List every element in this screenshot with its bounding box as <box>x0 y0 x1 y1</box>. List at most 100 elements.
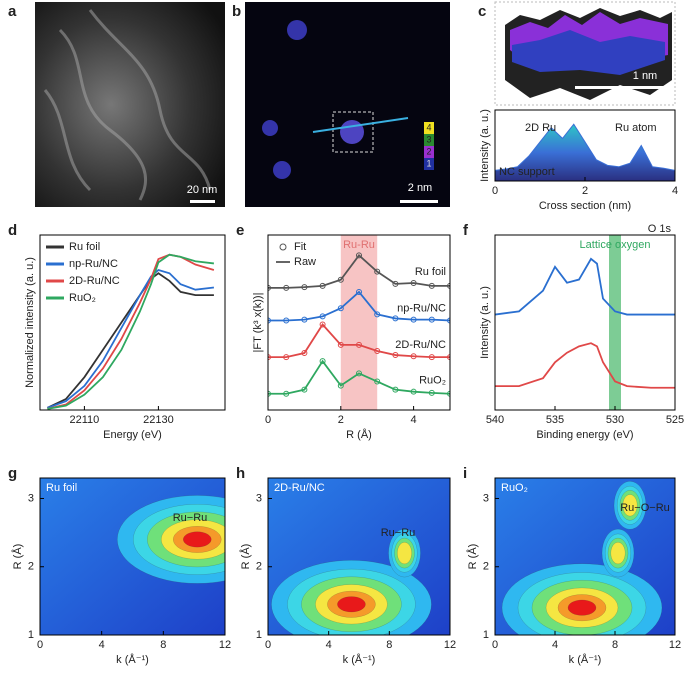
fit-marker <box>337 305 344 312</box>
x-tick-label: 8 <box>386 639 392 651</box>
plot-area <box>495 235 675 410</box>
frame <box>39 477 226 636</box>
peak <box>601 528 635 578</box>
y-tick-label: 2 <box>256 561 262 573</box>
annotation: Ru−O−Ru <box>620 502 670 514</box>
legend-label: RuO₂ <box>69 292 96 304</box>
y-axis-label: R (Å) <box>11 544 24 570</box>
fit-marker <box>410 316 417 323</box>
band <box>340 235 378 410</box>
y-tick-label: 3 <box>28 492 34 504</box>
fit-marker <box>428 354 435 361</box>
fit-marker <box>392 315 399 322</box>
y-tick-label: 1 <box>28 629 34 641</box>
panel-label: b <box>232 3 241 20</box>
x-axis-label: k (Å⁻¹) <box>569 653 602 666</box>
swatch <box>424 146 434 158</box>
chart-title: 2D-Ru/NC <box>274 482 325 494</box>
plot-area <box>47 253 215 410</box>
legend-label: 1 <box>426 158 431 168</box>
x-axis-label: Cross section (nm) <box>539 200 631 212</box>
fit-marker <box>410 388 417 395</box>
x-tick-label: 0 <box>492 185 498 197</box>
line <box>47 253 215 410</box>
cluster <box>287 20 307 40</box>
fit-marker <box>374 378 381 385</box>
frame <box>267 477 451 636</box>
peak <box>501 563 663 635</box>
scale-bar <box>575 86 665 89</box>
y-tick-label: 2 <box>483 561 489 573</box>
fit-marker <box>410 353 417 360</box>
swatch <box>424 158 434 170</box>
legend-label: Fit <box>294 241 306 253</box>
annotation: NC support <box>499 166 555 178</box>
x-tick-label: 22110 <box>70 414 100 426</box>
annotation: Ru−Ru <box>381 527 416 539</box>
x-tick-label: 535 <box>546 414 564 426</box>
fit-marker <box>301 284 308 291</box>
x-tick-label: 8 <box>612 639 618 651</box>
x-tick-label: 2 <box>338 414 344 426</box>
x-axis-label: Binding energy (eV) <box>536 429 633 441</box>
x-tick-label: 4 <box>411 414 417 426</box>
fit-marker <box>268 317 271 324</box>
panel-label: i <box>463 465 467 482</box>
frame <box>267 234 451 411</box>
line <box>495 342 675 389</box>
panel-label: e <box>236 222 244 239</box>
contour-level <box>610 542 626 565</box>
fit-marker <box>374 268 381 275</box>
scale-bar <box>190 200 215 203</box>
fit-marker <box>447 354 450 361</box>
cluster <box>340 120 364 144</box>
x-tick-label: 4 <box>99 639 105 651</box>
chart-title: Ru foil <box>46 482 77 494</box>
line <box>268 323 450 358</box>
panel-label: a <box>8 3 17 20</box>
fit-marker <box>301 350 308 357</box>
panel-label: h <box>236 465 245 482</box>
panel-label: c <box>478 3 486 20</box>
fit-marker <box>428 282 435 289</box>
fit-marker <box>447 390 450 397</box>
band <box>609 235 621 410</box>
x-tick-label: 12 <box>669 639 681 651</box>
selection-box <box>332 111 374 153</box>
x-axis-label: k (Å⁻¹) <box>343 653 376 666</box>
series-label: Ru foil <box>415 266 446 278</box>
y-axis-label: |FT (k³ x(k))| <box>252 293 264 353</box>
legend-label: Ru foil <box>69 241 100 253</box>
y-tick-label: 3 <box>483 492 489 504</box>
scale-label: 1 nm <box>633 70 657 82</box>
plot-area <box>40 478 225 635</box>
x-tick-label: 12 <box>444 639 456 651</box>
legend-label: Raw <box>294 256 316 268</box>
legend-swatch <box>279 243 287 251</box>
panel-a: 20 nm a <box>8 2 225 207</box>
peak <box>388 528 421 578</box>
fit-marker <box>374 347 381 354</box>
fit-marker <box>428 316 435 323</box>
fit-marker <box>356 252 362 259</box>
x-axis-label: R (Å) <box>346 428 372 441</box>
fit-marker <box>356 288 362 295</box>
x-tick-label: 4 <box>326 639 332 651</box>
y-axis-label: R (Å) <box>239 544 252 570</box>
fit-marker <box>319 282 326 289</box>
annotation: 2D Ru <box>525 122 556 134</box>
contour-level <box>397 542 412 565</box>
scale-label: 20 nm <box>187 184 218 196</box>
x-tick-label: 12 <box>219 639 231 651</box>
fit-marker <box>337 382 344 389</box>
fit-marker <box>447 317 450 324</box>
frame <box>39 234 226 411</box>
frame <box>494 477 676 636</box>
y-tick-label: 2 <box>28 561 34 573</box>
x-tick-label: 0 <box>37 639 43 651</box>
fit-marker <box>392 352 399 359</box>
fit-marker <box>447 282 450 289</box>
panel-label: f <box>463 222 469 239</box>
